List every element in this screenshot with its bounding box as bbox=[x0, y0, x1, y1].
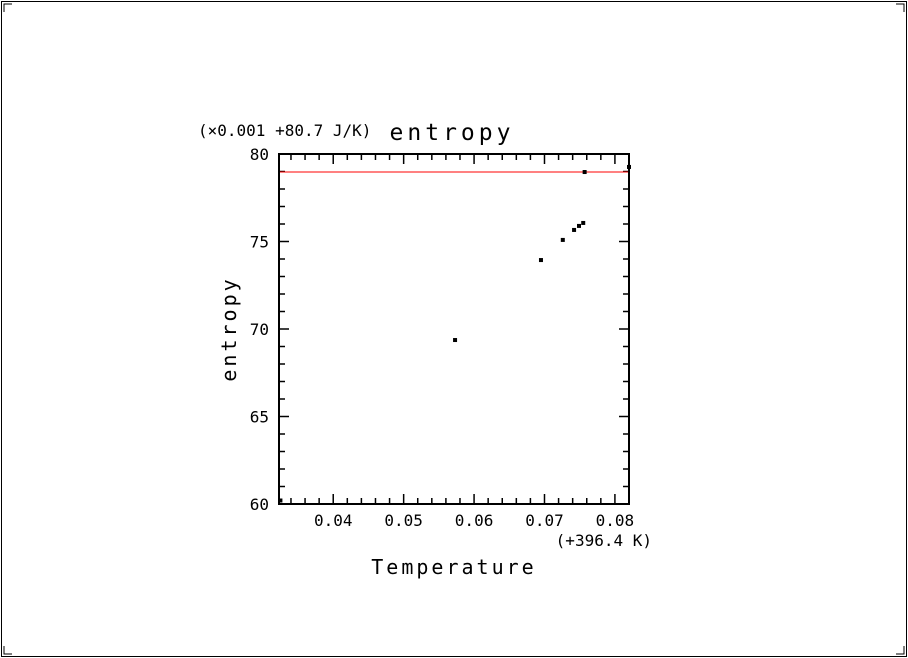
data-point bbox=[560, 237, 565, 242]
y-axis-label: entropy bbox=[217, 276, 241, 381]
y-tick-label: 65 bbox=[250, 408, 269, 427]
y-tick-label: 70 bbox=[250, 320, 269, 339]
data-point bbox=[538, 258, 543, 263]
x-tick-label: 0.04 bbox=[314, 511, 353, 530]
data-points bbox=[278, 164, 631, 503]
x-offset-label: (+396.4 K) bbox=[556, 531, 652, 550]
y-tick-label: 80 bbox=[250, 145, 269, 164]
y-offset-label: (×0.001 +80.7 J/K) bbox=[198, 121, 371, 140]
data-point bbox=[572, 227, 577, 232]
x-tick-label: 0.08 bbox=[596, 511, 635, 530]
axes-frame bbox=[278, 153, 630, 505]
x-tick-label: 0.07 bbox=[525, 511, 564, 530]
tick-labels: 0.04 0.05 0.06 0.07 0.08 60 65 70 75 80 bbox=[250, 145, 634, 530]
data-point bbox=[581, 220, 586, 225]
y-tick-label: 60 bbox=[250, 495, 269, 514]
corner-marks bbox=[3, 3, 905, 655]
y-tick-label: 75 bbox=[250, 233, 269, 252]
data-point bbox=[278, 498, 283, 503]
data-point bbox=[577, 223, 581, 228]
x-tick-label: 0.06 bbox=[455, 511, 494, 530]
data-point bbox=[453, 338, 458, 343]
ticks bbox=[279, 153, 630, 505]
chart-title: entropy bbox=[390, 120, 515, 146]
x-axis-label: Temperature bbox=[371, 555, 536, 579]
data-point bbox=[582, 170, 587, 175]
x-tick-label: 0.05 bbox=[384, 511, 423, 530]
